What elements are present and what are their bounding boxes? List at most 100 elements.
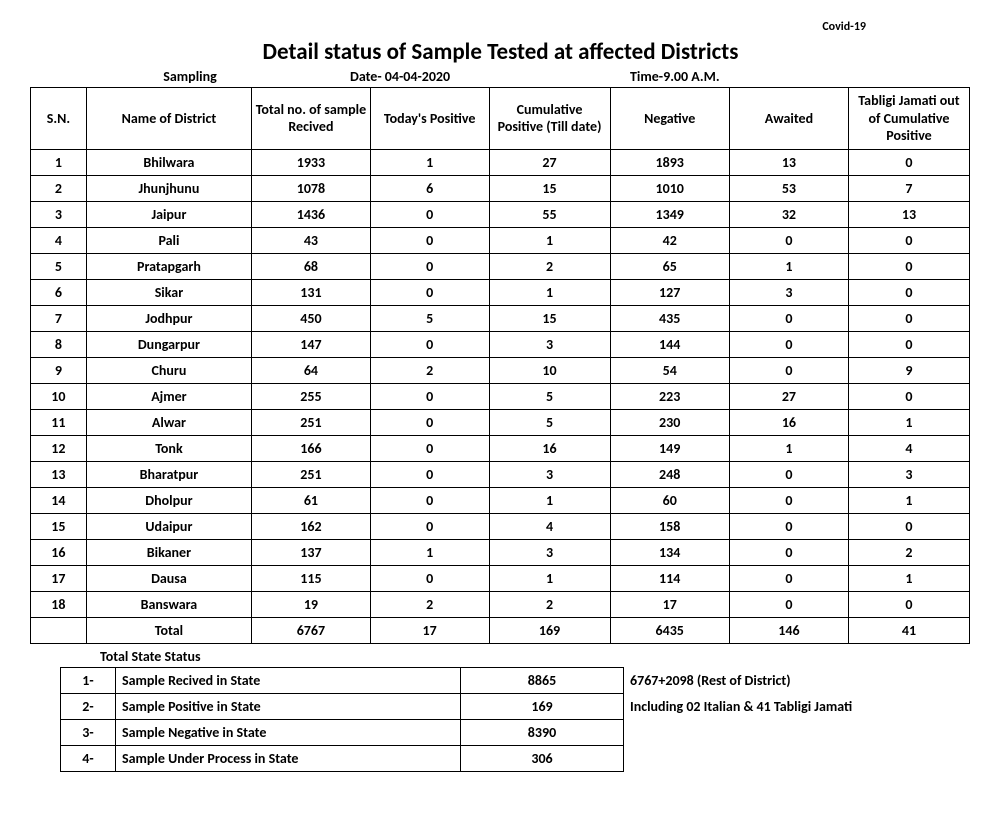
cell-name: Udaipur	[86, 513, 251, 539]
state-sn: 3-	[61, 719, 116, 745]
cell-cum: 55	[489, 201, 610, 227]
cell-sn: 7	[31, 305, 87, 331]
cell-neg: 60	[610, 487, 729, 513]
cell-neg: 17	[610, 591, 729, 617]
cell-sn: 14	[31, 487, 87, 513]
cell-name: Bikaner	[86, 539, 251, 565]
cell-await: 1	[729, 253, 848, 279]
cell-total-neg: 6435	[610, 617, 729, 643]
cell-cum: 1	[489, 279, 610, 305]
cell-recv: 43	[252, 227, 371, 253]
cell-cum: 3	[489, 461, 610, 487]
cell-today: 0	[370, 383, 489, 409]
state-label: Sample Under Process in State	[116, 745, 461, 771]
cell-cum: 16	[489, 435, 610, 461]
cell-tj: 0	[848, 383, 969, 409]
meta-row: Sampling Date- 04-04-2020 Time-9.00 A.M.	[30, 68, 971, 85]
table-row: 3Jaipur143605513493213	[31, 201, 970, 227]
state-label: Sample Negative in State	[116, 719, 461, 745]
cell-recv: 166	[252, 435, 371, 461]
cell-name: Ajmer	[86, 383, 251, 409]
cell-sn: 18	[31, 591, 87, 617]
cell-await: 0	[729, 513, 848, 539]
table-total-row: Total676717169643514641	[31, 617, 970, 643]
state-label: Sample Positive in State	[116, 693, 461, 719]
cell-neg: 134	[610, 539, 729, 565]
state-status-heading: Total State Status	[30, 648, 971, 665]
cell-today: 0	[370, 487, 489, 513]
table-row: 10Ajmer25505223270	[31, 383, 970, 409]
cell-recv: 68	[252, 253, 371, 279]
cell-tj: 4	[848, 435, 969, 461]
cell-sn: 16	[31, 539, 87, 565]
cell-recv: 64	[252, 357, 371, 383]
cell-recv: 450	[252, 305, 371, 331]
cell-today: 0	[370, 331, 489, 357]
cell-await: 32	[729, 201, 848, 227]
col-tabligi: Tabligi Jamati out of Cumulative Positiv…	[848, 88, 969, 150]
cell-cum: 15	[489, 175, 610, 201]
cell-today: 0	[370, 461, 489, 487]
cell-total-tj: 41	[848, 617, 969, 643]
cell-name: Dholpur	[86, 487, 251, 513]
table-row: 14Dholpur61016001	[31, 487, 970, 513]
cell-sn: 6	[31, 279, 87, 305]
cell-cum: 27	[489, 149, 610, 175]
page-title: Detail status of Sample Tested at affect…	[30, 38, 971, 66]
cell-recv: 251	[252, 461, 371, 487]
cell-cum: 4	[489, 513, 610, 539]
cell-sn: 9	[31, 357, 87, 383]
cell-name: Dausa	[86, 565, 251, 591]
cell-await: 0	[729, 591, 848, 617]
table-row: 5Pratapgarh68026510	[31, 253, 970, 279]
cell-sn: 1	[31, 149, 87, 175]
cell-neg: 127	[610, 279, 729, 305]
cell-neg: 158	[610, 513, 729, 539]
cell-total-cum: 169	[489, 617, 610, 643]
cell-today: 0	[370, 227, 489, 253]
cell-neg: 149	[610, 435, 729, 461]
state-sn: 1-	[61, 667, 116, 693]
cell-today: 2	[370, 357, 489, 383]
cell-recv: 255	[252, 383, 371, 409]
cell-name: Jaipur	[86, 201, 251, 227]
cell-tj: 1	[848, 565, 969, 591]
cell-await: 53	[729, 175, 848, 201]
cell-today: 0	[370, 513, 489, 539]
col-name: Name of District	[86, 88, 251, 150]
cell-name: Bhilwara	[86, 149, 251, 175]
col-today-positive: Today's Positive	[370, 88, 489, 150]
table-row: 7Jodhpur45051543500	[31, 305, 970, 331]
state-note: 6767+2098 (Rest of District)	[624, 667, 957, 693]
cell-cum: 1	[489, 487, 610, 513]
meta-date: Date- 04-04-2020	[350, 68, 630, 85]
cell-name: Dungarpur	[86, 331, 251, 357]
cell-name: Jhunjhunu	[86, 175, 251, 201]
cell-neg: 144	[610, 331, 729, 357]
cell-today: 1	[370, 149, 489, 175]
cell-tj: 13	[848, 201, 969, 227]
cell-cum: 1	[489, 227, 610, 253]
cell-recv: 147	[252, 331, 371, 357]
cell-tj: 3	[848, 461, 969, 487]
cell-cum: 5	[489, 383, 610, 409]
cell-sn: 12	[31, 435, 87, 461]
col-negative: Negative	[610, 88, 729, 150]
cell-sn: 4	[31, 227, 87, 253]
table-row: 15Udaipur1620415800	[31, 513, 970, 539]
cell-await: 0	[729, 461, 848, 487]
state-row: 4-Sample Under Process in State306	[61, 745, 957, 771]
cell-today: 0	[370, 409, 489, 435]
cell-today: 0	[370, 565, 489, 591]
cell-recv: 1078	[252, 175, 371, 201]
cell-tj: 1	[848, 487, 969, 513]
table-row: 16Bikaner1371313402	[31, 539, 970, 565]
district-table: S.N. Name of District Total no. of sampl…	[30, 87, 970, 644]
cell-await: 3	[729, 279, 848, 305]
cell-await: 0	[729, 487, 848, 513]
cell-neg: 65	[610, 253, 729, 279]
cell-sn: 10	[31, 383, 87, 409]
table-row: 4Pali43014200	[31, 227, 970, 253]
cell-neg: 230	[610, 409, 729, 435]
col-sn: S.N.	[31, 88, 87, 150]
